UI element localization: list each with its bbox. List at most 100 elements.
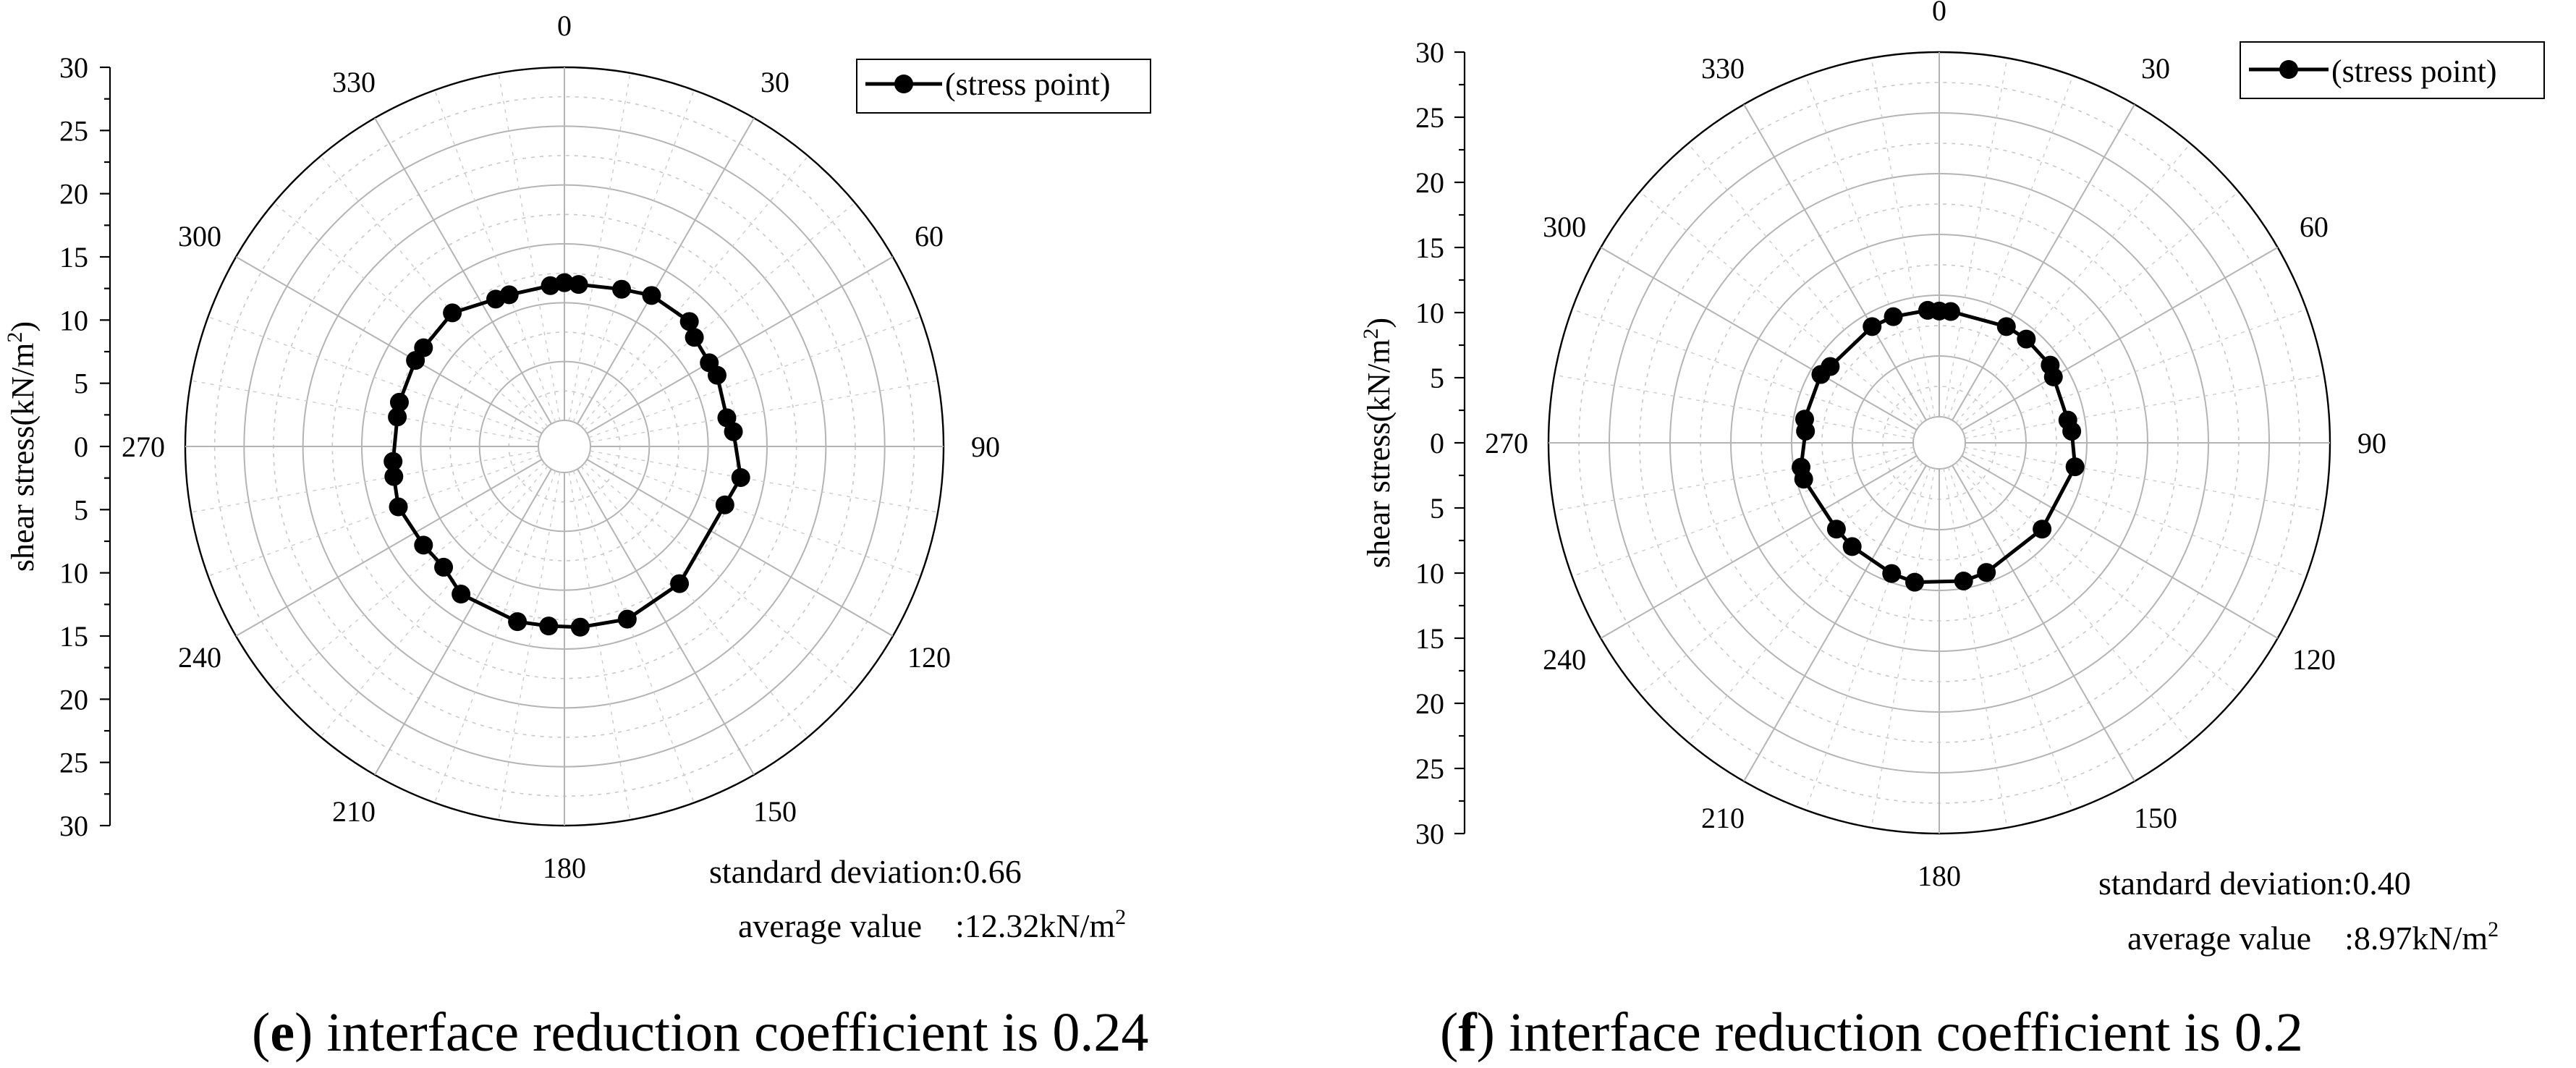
major-spoke [1952,103,2135,421]
minor-spoke [498,72,561,421]
data-point [1821,357,1840,376]
angle-label: 240 [178,641,221,674]
data-point [508,612,528,632]
data-point [452,585,471,604]
data-point [2065,457,2085,477]
radial-tick-label: 5 [1430,492,1444,525]
inner-hole [538,420,591,473]
data-point [2033,520,2052,539]
major-spoke [1961,455,2279,639]
angle-spokes [185,67,944,826]
angle-label: 120 [907,641,951,674]
data-point [715,495,734,514]
minor-spoke [1965,374,2324,439]
angle-label: 270 [122,431,165,463]
angle-label: 0 [557,9,572,42]
angle-label: 300 [178,220,221,253]
radial-tick-label: 30 [59,810,88,842]
data-point [541,276,560,295]
minor-spoke [1687,143,1923,423]
minor-spoke [568,472,631,821]
legend: (stress point) [2240,41,2545,99]
y-axis-label: shear stress(kN/m2) [3,321,41,572]
data-point [1795,410,1814,429]
data-point [414,535,433,555]
angle-label: 330 [1701,52,1745,85]
inner-hole [1912,416,1966,470]
minor-spoke [1965,446,2324,512]
angle-label: 0 [1932,0,1946,27]
radial-tick-label: 25 [59,114,88,147]
major-spoke [374,117,552,425]
data-point [570,617,590,637]
data-point [617,609,637,629]
minor-spoke [274,202,545,431]
radial-tick-label: 5 [74,493,88,526]
data-point [443,303,462,323]
radial-tick-label: 20 [1415,687,1444,720]
angle-label: 150 [753,795,797,828]
data-point [384,467,404,486]
radial-tick-label: 10 [59,304,88,336]
legend-marker-icon [894,75,913,93]
angle-label: 60 [2300,211,2329,243]
minor-spoke [1959,191,2240,427]
data-point [569,275,588,294]
data-point [1842,537,1862,556]
minor-spoke [580,156,809,427]
angle-label: 300 [1543,211,1586,243]
radial-axis: 30 25 20 15 10 5 0 5 10 15 20 25 30 [59,51,111,842]
minor-spoke [190,380,539,443]
minor-spoke [1687,462,1923,743]
minor-spoke [590,380,939,443]
minor-spoke [584,462,855,691]
radial-tick-label: 15 [59,241,88,274]
series-stress-point [1792,300,2085,592]
radial-tick-label: 25 [1415,101,1444,134]
minor-spoke [1947,467,2074,810]
data-point [1792,457,1811,477]
minor-spoke [1943,58,2008,418]
minor-spoke [1870,468,1936,828]
data-point [2062,421,2082,441]
major-spoke [577,117,755,425]
series-stress-point [384,273,750,637]
radial-tick-label: 20 [1415,166,1444,199]
legend-marker-icon [2279,60,2298,79]
minor-spoke [274,462,545,691]
caption-e: (e) interface reduction coefficient is 0… [252,1002,1148,1063]
minor-spoke [1963,451,2307,577]
major-spoke [235,459,543,637]
angle-spokes [1548,52,2330,834]
radial-tick-label: 20 [59,178,88,211]
data-point [434,557,454,577]
data-point [414,338,433,357]
major-spoke [1743,465,1927,782]
radial-tick-label: 5 [74,368,88,400]
series-line [1799,308,2077,585]
data-point [1918,300,1937,320]
angle-label: 60 [915,220,944,253]
angle-label: 210 [332,795,376,828]
minor-spoke [1572,308,1915,435]
data-point [539,616,559,636]
minor-spoke [1572,451,1915,577]
minor-spoke [1870,58,1936,418]
minor-spoke [1805,75,1931,419]
angle-label: 270 [1485,427,1528,459]
minor-spoke [434,90,556,423]
minor-spoke [580,466,809,737]
radial-tick-label: 25 [59,747,88,779]
radial-axis: 30 25 20 15 10 5 0 5 10 15 20 25 30 [1415,36,1466,850]
minor-spoke [568,72,631,421]
minor-spoke [1639,459,1920,695]
major-spoke [1743,103,1927,421]
radial-tick-label: 25 [1415,753,1444,785]
data-point [2043,367,2063,386]
legend-label: (stress point) [2331,54,2497,89]
radial-tick-label: 15 [59,620,88,653]
data-point [685,328,704,347]
minor-spoke [572,90,695,423]
data-point [1954,571,1973,590]
data-point [670,574,690,593]
